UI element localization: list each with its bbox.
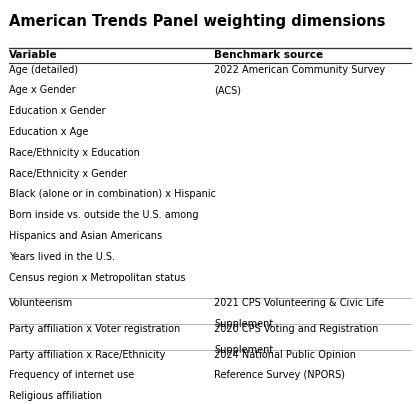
Text: Hispanics and Asian Americans: Hispanics and Asian Americans bbox=[9, 231, 163, 241]
Text: 2020 CPS Voting and Registration: 2020 CPS Voting and Registration bbox=[214, 324, 378, 334]
Text: Variable: Variable bbox=[9, 50, 58, 61]
Text: Religious affiliation: Religious affiliation bbox=[9, 391, 102, 401]
Text: Party affiliation x Voter registration: Party affiliation x Voter registration bbox=[9, 324, 181, 334]
Text: Volunteerism: Volunteerism bbox=[9, 298, 74, 308]
Text: Supplement: Supplement bbox=[214, 345, 273, 355]
Text: Born inside vs. outside the U.S. among: Born inside vs. outside the U.S. among bbox=[9, 210, 199, 220]
Text: American Trends Panel weighting dimensions: American Trends Panel weighting dimensio… bbox=[9, 14, 386, 29]
Text: Frequency of internet use: Frequency of internet use bbox=[9, 370, 134, 381]
Text: Age x Gender: Age x Gender bbox=[9, 86, 76, 95]
Text: 2022 American Community Survey: 2022 American Community Survey bbox=[214, 65, 385, 75]
Text: Race/Ethnicity x Education: Race/Ethnicity x Education bbox=[9, 148, 140, 158]
Text: Years lived in the U.S.: Years lived in the U.S. bbox=[9, 252, 115, 262]
Text: 2021 CPS Volunteering & Civic Life: 2021 CPS Volunteering & Civic Life bbox=[214, 298, 384, 308]
Text: Education x Age: Education x Age bbox=[9, 127, 89, 137]
Text: Age (detailed): Age (detailed) bbox=[9, 65, 79, 75]
Text: Reference Survey (NPORS): Reference Survey (NPORS) bbox=[214, 370, 345, 381]
Text: Race/Ethnicity x Gender: Race/Ethnicity x Gender bbox=[9, 169, 127, 179]
Text: Census region x Metropolitan status: Census region x Metropolitan status bbox=[9, 273, 186, 283]
Text: (ACS): (ACS) bbox=[214, 86, 241, 95]
Text: Education x Gender: Education x Gender bbox=[9, 106, 106, 116]
Text: 2024 National Public Opinion: 2024 National Public Opinion bbox=[214, 349, 356, 360]
Text: Benchmark source: Benchmark source bbox=[214, 50, 323, 61]
Text: Black (alone or in combination) x Hispanic: Black (alone or in combination) x Hispan… bbox=[9, 189, 216, 200]
Text: Supplement: Supplement bbox=[214, 319, 273, 329]
Text: Party affiliation x Race/Ethnicity: Party affiliation x Race/Ethnicity bbox=[9, 349, 165, 360]
